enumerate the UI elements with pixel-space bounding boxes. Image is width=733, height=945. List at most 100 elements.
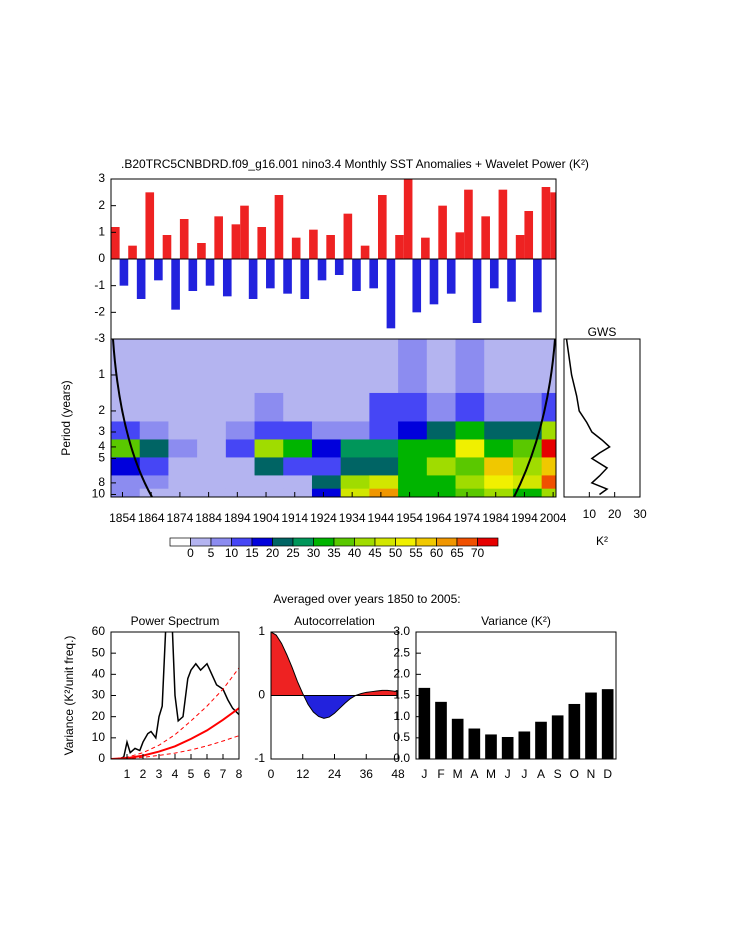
power-cell: [139, 392, 169, 422]
x-tick-label: O: [570, 767, 579, 781]
y-tick-label: 0.5: [393, 730, 410, 744]
power-cell: [455, 439, 485, 458]
x-tick-label: 4: [172, 767, 179, 781]
x-tick-label: 2004: [540, 511, 567, 525]
power-cell: [340, 475, 370, 490]
power-cell: [484, 475, 514, 490]
power-cell: [139, 439, 169, 458]
power-cell: [426, 421, 457, 440]
y-tick-label: -3: [94, 331, 105, 345]
power-cell: [398, 392, 428, 422]
power-cell: [311, 339, 342, 394]
anomaly-bar: [248, 259, 258, 299]
y-tick-label: 2.5: [393, 645, 410, 659]
x-tick-label: 36: [360, 767, 374, 781]
power-cell: [426, 339, 457, 394]
power-cell: [369, 421, 399, 440]
power-cell: [283, 475, 313, 490]
power-cell: [398, 421, 428, 440]
power-cell: [541, 488, 557, 498]
power-cell: [398, 439, 428, 458]
x-tick-label: 1894: [224, 511, 251, 525]
power-cell: [426, 488, 457, 498]
power-cell: [139, 488, 169, 498]
x-tick-label: A: [537, 767, 545, 781]
x-tick-label: 5: [188, 767, 195, 781]
colorbar-swatch: [477, 537, 499, 547]
section-heading: Averaged over years 1850 to 2005:: [273, 592, 460, 606]
y-tick-label: 60: [92, 624, 106, 638]
y-tick-label: 0.0: [393, 751, 410, 765]
y-tick-label: 3: [98, 171, 105, 185]
power-cell: [426, 457, 457, 476]
colorbar-swatch: [292, 537, 314, 547]
power-cell: [426, 475, 457, 490]
x-tick-label: 1884: [195, 511, 222, 525]
power-cell: [311, 421, 342, 440]
bar: [535, 721, 547, 759]
colorbar-label: 50: [389, 546, 403, 560]
colorbar-label: 10: [225, 546, 239, 560]
gws-line: [565, 338, 611, 496]
bar: [418, 687, 431, 759]
power-cell: [225, 392, 256, 422]
bar: [601, 689, 614, 759]
power-cell: [197, 339, 227, 394]
power-cell: [512, 488, 543, 498]
area-negative: [271, 695, 398, 719]
bar: [568, 703, 581, 759]
y-tick-label: 10: [92, 730, 106, 744]
anomaly-bar: [481, 216, 490, 259]
power-cell: [398, 339, 428, 394]
power-cell: [340, 439, 370, 458]
anomaly-bar: [412, 259, 422, 313]
colorbar-label: 30: [307, 546, 321, 560]
power-cell: [283, 421, 313, 440]
power-cell: [168, 421, 198, 440]
anomaly-bar: [222, 259, 232, 297]
anomaly-bar: [136, 259, 146, 299]
x-tick-label: 30: [633, 507, 647, 521]
power-cell: [168, 392, 198, 422]
power-cell: [541, 392, 557, 422]
x-tick-label: 10: [583, 507, 597, 521]
anomaly-bar: [266, 259, 275, 289]
x-tick-label: 48: [391, 767, 405, 781]
y-tick-label: 5: [98, 451, 105, 465]
power-cell: [369, 457, 399, 476]
power-cell: [311, 439, 342, 458]
colorbar-swatch: [374, 537, 396, 547]
cone-right: [513, 338, 556, 498]
power-cell: [484, 421, 514, 440]
y-tick-label: 2: [98, 198, 105, 212]
y-tick-label: 1: [98, 367, 105, 381]
y-tick-label: 2: [98, 403, 105, 417]
anomaly-bar: [257, 227, 267, 259]
anomaly-bar: [154, 259, 163, 281]
plot-frame: [110, 338, 557, 498]
power-cell: [512, 392, 543, 422]
autocorrelation-line: [270, 631, 399, 719]
colorbar-label: 60: [430, 546, 444, 560]
power-cell: [111, 439, 141, 458]
colorbar-swatch: [333, 537, 355, 547]
power-cell: [225, 475, 256, 490]
y-tick-label: 10: [92, 487, 106, 501]
colorbar-label: 65: [450, 546, 464, 560]
power-cell: [369, 392, 399, 422]
anomaly-bar: [378, 195, 387, 259]
y-tick-label: 30: [92, 688, 106, 702]
power-cell: [111, 392, 141, 422]
y-tick-label: 1: [258, 624, 265, 638]
anomaly-bar: [421, 237, 430, 259]
anomaly-bar: [205, 259, 215, 286]
power-cell: [139, 457, 169, 476]
x-tick-label: J: [505, 767, 511, 781]
power-cell: [541, 475, 557, 490]
power-cell: [283, 392, 313, 422]
power-cell: [168, 339, 198, 394]
anomaly-bar: [489, 259, 499, 289]
anomaly-bar: [515, 235, 525, 259]
anomaly-bar: [360, 245, 370, 259]
